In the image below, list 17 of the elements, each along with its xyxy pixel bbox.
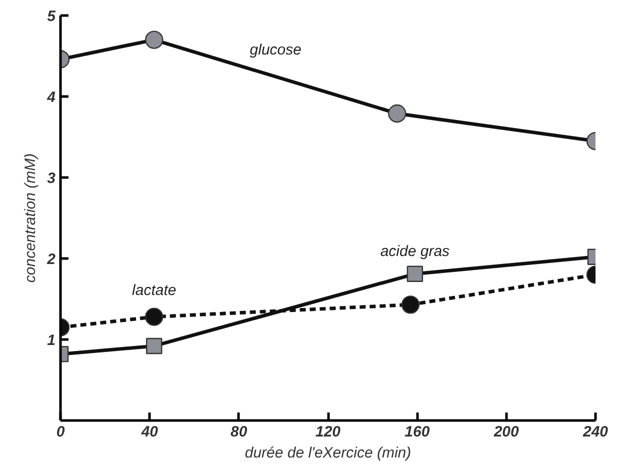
series-label: glucose [250, 42, 302, 59]
y-tick-label: 1 [47, 332, 56, 349]
y-axis-title: concentration (mM) [22, 153, 40, 283]
series-label: lactate [132, 282, 176, 299]
x-axis-title: durée de l'eXercice (min) [244, 444, 412, 462]
x-tick-label: 120 [315, 424, 342, 440]
series-label: acide gras [380, 242, 450, 260]
x-tick-label: 160 [404, 424, 430, 440]
x-tick-label: 200 [492, 424, 520, 440]
x-tick-label: 40 [140, 424, 159, 440]
y-tick-label: 4 [46, 89, 56, 106]
x-tick-label: 80 [230, 424, 248, 440]
y-tick-label: 5 [47, 8, 56, 25]
x-tick-label: 0 [56, 424, 66, 440]
y-tick-label: 2 [46, 251, 56, 268]
y-tick-label: 3 [47, 170, 56, 187]
x-tick-label: 240 [582, 424, 609, 440]
